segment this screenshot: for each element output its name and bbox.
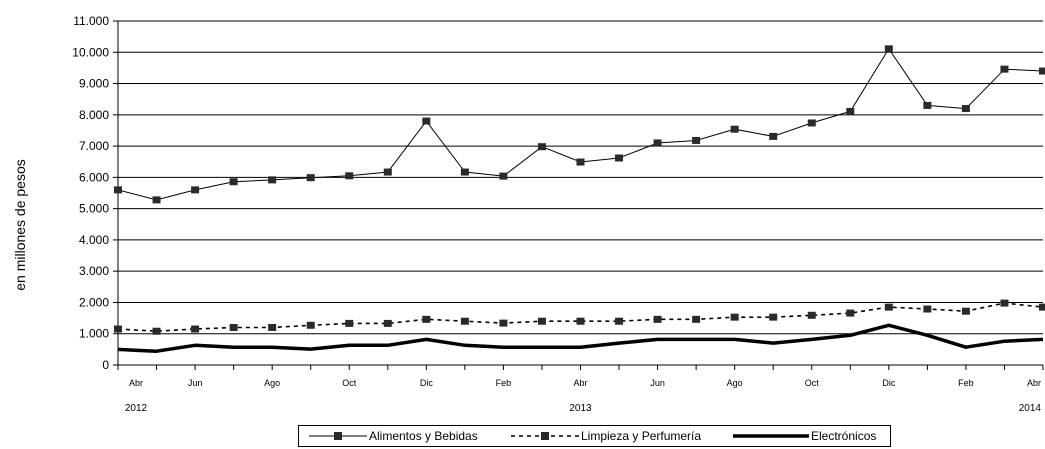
y-tick-label: 1.000 [79, 327, 109, 341]
series-2-point [730, 313, 739, 321]
series-2-point [191, 325, 200, 333]
y-axis-label: en millones de pesos [2, 0, 38, 449]
series-1-point [152, 196, 161, 204]
series-1-point [730, 125, 739, 133]
series-1-point [653, 139, 662, 147]
x-tick-label: Abr [573, 378, 587, 388]
x-tick-label: Abr [129, 378, 143, 388]
y-tick-label: 7.000 [79, 139, 109, 153]
y-tick-label: 0 [102, 358, 109, 372]
y-axis-label-text: en millones de pesos [12, 158, 28, 291]
series-1-point [499, 172, 508, 180]
series-2-point [1000, 299, 1009, 307]
series-2-point [807, 311, 816, 319]
y-tick-labels: 0 1.000 2.000 3.000 4.000 5.000 6.000 7.000 8.00… [72, 14, 109, 372]
legend-swatch-limpieza [511, 432, 579, 440]
series-2-point [152, 327, 161, 335]
series-1-point [268, 176, 277, 184]
y-tick-label: 5.000 [79, 202, 109, 216]
legend-label-limpieza: Limpieza y Perfumería [581, 429, 702, 443]
series-1-point [846, 107, 855, 115]
x-tick-label: Feb [958, 378, 974, 388]
series-2-point [383, 319, 392, 327]
series-1-point [576, 158, 585, 166]
legend-item-limpieza: Limpieza y Perfumería [509, 426, 701, 446]
series-2-point [422, 315, 431, 323]
y-tick-label: 4.000 [79, 233, 109, 247]
series-layer [114, 45, 1045, 353]
series-1-point [460, 168, 469, 176]
series-2-point [769, 313, 778, 321]
x-tick-label: Ago [727, 378, 743, 388]
series-1-point [306, 174, 315, 182]
series-2-point [268, 323, 277, 331]
legend-item-electronicos: Electrónicos [731, 426, 876, 446]
series-1-point [884, 45, 893, 53]
x-tick-label: Dic [420, 378, 433, 388]
series-1-point [923, 101, 932, 109]
series-2-point [306, 321, 315, 329]
y-tick-label: 10.000 [72, 45, 109, 59]
x-year-label: 2014 [1019, 403, 1042, 414]
series-2-point [114, 325, 122, 333]
series-1-point [229, 178, 238, 186]
series-2-point [1039, 303, 1045, 311]
x-year-label: 2013 [569, 403, 592, 414]
x-tick-label: Feb [496, 378, 512, 388]
axes [113, 20, 1044, 370]
series-1-point [692, 136, 701, 144]
series-2-point [576, 317, 585, 325]
series-2-point [846, 309, 855, 317]
series-1-point [1039, 67, 1045, 75]
y-tick-label: 3.000 [79, 264, 109, 278]
x-tick-label: Ago [264, 378, 280, 388]
x-tick-label: Jun [188, 378, 203, 388]
series-1-point [114, 186, 122, 194]
series-2-point [692, 315, 701, 323]
series-2-point [923, 305, 932, 313]
series-2-point [229, 323, 238, 331]
series-2-point [499, 319, 508, 327]
series-2-point [537, 317, 546, 325]
series-1-point [769, 132, 778, 140]
series-2-point [653, 315, 662, 323]
legend-item-alimentos: Alimentos y Bebidas [307, 426, 478, 446]
y-tick-label: 11.000 [73, 14, 109, 28]
y-tick-label: 2.000 [79, 295, 109, 309]
x-tick-label: Oct [342, 378, 357, 388]
gridlines [118, 20, 1043, 366]
series-line-2 [117, 302, 1044, 333]
x-tick-label: Jun [650, 378, 665, 388]
legend: Alimentos y Bebidas Limpieza y Perfumerí… [298, 425, 891, 447]
x-year-label: 2012 [125, 403, 148, 414]
y-tick-label: 6.000 [79, 170, 109, 184]
series-1-point [615, 154, 624, 162]
series-1-point [1000, 65, 1009, 73]
series-1-point [422, 117, 431, 125]
x-tick-label: Oct [805, 378, 820, 388]
legend-label-electronicos: Electrónicos [811, 429, 877, 443]
legend-label-alimentos: Alimentos y Bebidas [369, 429, 478, 443]
series-1-point [537, 143, 546, 151]
x-tick-label: Dic [882, 378, 895, 388]
series-1-point [961, 105, 970, 113]
series-1-point [383, 168, 392, 176]
series-2-point [345, 319, 354, 327]
series-2-point [884, 303, 893, 311]
series-line-3 [117, 323, 1044, 353]
series-1-point [807, 119, 816, 127]
series-1-point [345, 172, 354, 180]
x-tick-label: Abr [1027, 378, 1041, 388]
series-1-point [191, 186, 200, 194]
series-2-point [615, 317, 624, 325]
legend-swatch-alimentos [309, 432, 367, 440]
x-tick-labels: Abr Jun Ago Oct Dic Feb Abr Jun Ago Oct Dic Feb Abr 2… [125, 378, 1042, 414]
legend-swatch-electronicos [733, 434, 809, 438]
y-tick-label: 8.000 [79, 108, 109, 122]
y-tick-label: 9.000 [79, 77, 109, 91]
series-2-point [460, 317, 469, 325]
series-2-point [961, 307, 970, 315]
